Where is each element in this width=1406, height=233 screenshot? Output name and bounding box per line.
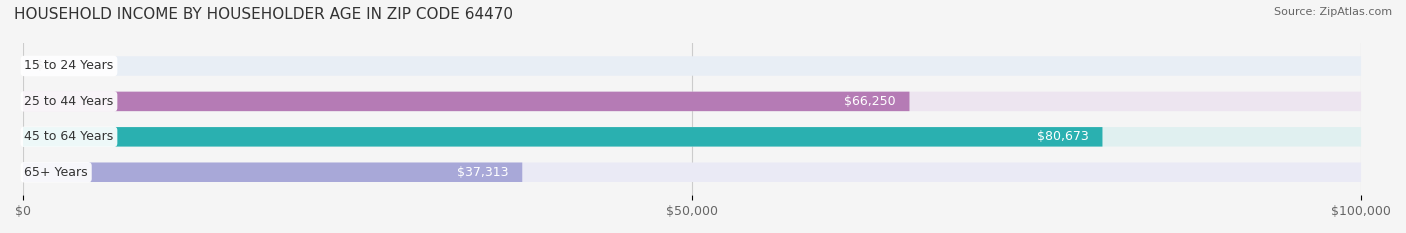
Text: Source: ZipAtlas.com: Source: ZipAtlas.com xyxy=(1274,7,1392,17)
Text: $37,313: $37,313 xyxy=(457,166,509,179)
Text: HOUSEHOLD INCOME BY HOUSEHOLDER AGE IN ZIP CODE 64470: HOUSEHOLD INCOME BY HOUSEHOLDER AGE IN Z… xyxy=(14,7,513,22)
Text: $0: $0 xyxy=(37,59,52,72)
FancyBboxPatch shape xyxy=(22,162,522,182)
Text: $80,673: $80,673 xyxy=(1038,130,1090,143)
FancyBboxPatch shape xyxy=(22,92,910,111)
Text: $66,250: $66,250 xyxy=(845,95,896,108)
FancyBboxPatch shape xyxy=(22,56,1361,76)
FancyBboxPatch shape xyxy=(22,162,1361,182)
Text: 25 to 44 Years: 25 to 44 Years xyxy=(24,95,114,108)
FancyBboxPatch shape xyxy=(22,127,1102,147)
FancyBboxPatch shape xyxy=(22,92,1361,111)
Text: 65+ Years: 65+ Years xyxy=(24,166,89,179)
FancyBboxPatch shape xyxy=(22,127,1361,147)
Text: 15 to 24 Years: 15 to 24 Years xyxy=(24,59,114,72)
Text: 45 to 64 Years: 45 to 64 Years xyxy=(24,130,114,143)
